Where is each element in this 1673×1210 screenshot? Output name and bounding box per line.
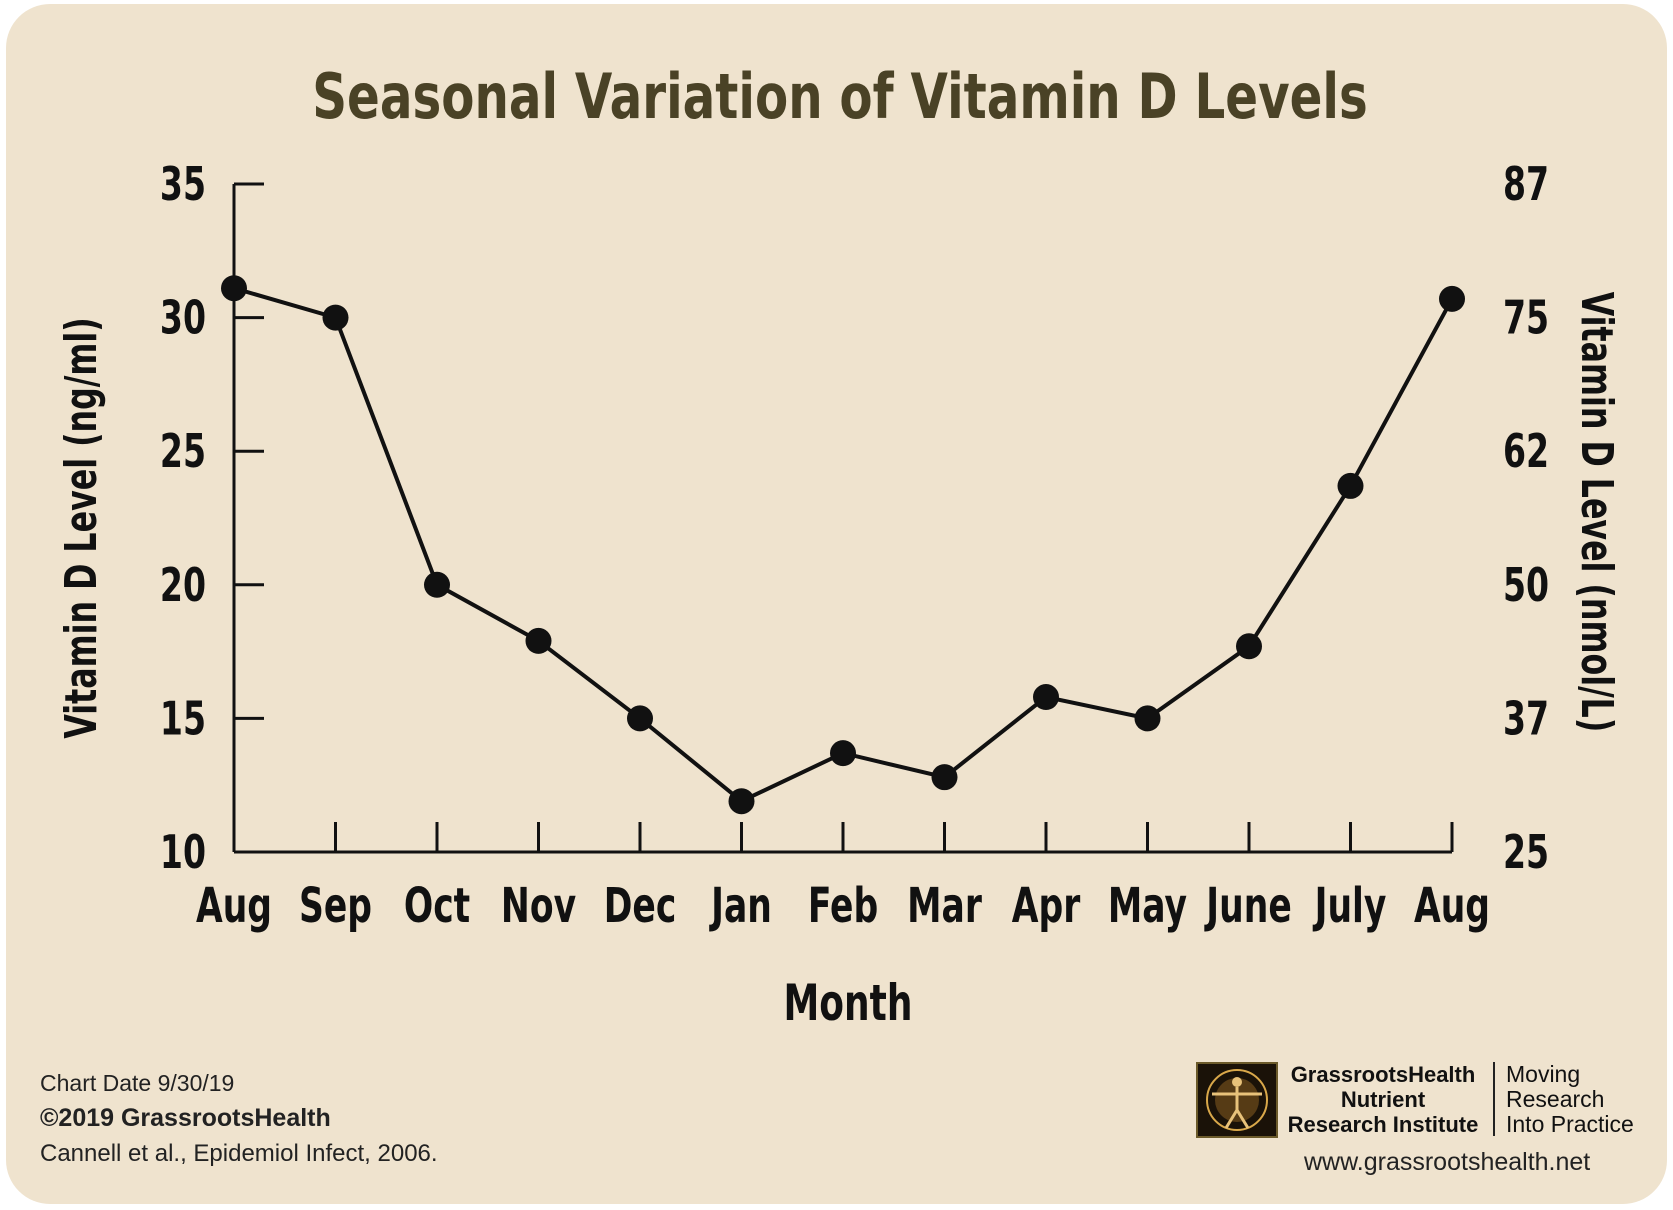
org-line-1: GrassrootsHealth	[1290, 1062, 1476, 1087]
y2-tick-label: 62	[1503, 426, 1549, 479]
data-point	[830, 740, 856, 767]
x-axis-label: Month	[784, 975, 913, 1032]
y-tick-label: 15	[160, 693, 206, 746]
y2-tick-labels: 25 37 50 62 75 87	[1503, 159, 1549, 880]
y2-tick-label: 50	[1503, 559, 1549, 612]
y-tick-label: 10	[160, 827, 206, 880]
vitruvian-man-icon	[1196, 1062, 1278, 1138]
x-tick-label: May	[1108, 877, 1187, 933]
logo-divider	[1493, 1062, 1495, 1136]
x-tick-label: Dec	[604, 877, 677, 933]
y-tick-label: 35	[160, 159, 206, 212]
x-tick-label: Jan	[709, 877, 772, 933]
y-axis-label: Vitamin D Level (ng/ml)	[56, 317, 108, 738]
x-tick-label: June	[1204, 877, 1292, 933]
data-point	[322, 304, 349, 331]
x-tick-label: July	[1312, 877, 1386, 933]
data-point	[221, 275, 247, 302]
y-tick-labels: 10 15 20 25 30 35	[160, 159, 206, 880]
series-line	[233, 286, 1454, 804]
x-tick-label: Apr	[1012, 877, 1081, 933]
x-tick-label: Aug	[1414, 877, 1490, 933]
data-point	[424, 571, 450, 598]
copyright: ©2019 GrassrootsHealth	[40, 1104, 331, 1132]
y-tick-label: 30	[160, 292, 206, 345]
data-point	[1337, 472, 1364, 499]
tagline: Moving Research Into Practice	[1506, 1062, 1634, 1137]
org-line-2: Nutrient	[1340, 1087, 1426, 1112]
y-tick-label: 20	[160, 559, 206, 612]
y2-tick-label: 87	[1503, 159, 1549, 212]
x-tick-label: Aug	[196, 877, 272, 933]
tagline-line-3: Into Practice	[1506, 1111, 1634, 1137]
y2-axis-label: Vitamin D Level (nmol/L)	[1571, 292, 1623, 733]
data-point	[1033, 684, 1059, 711]
website-link[interactable]: www.grassrootshealth.net	[1304, 1148, 1591, 1176]
y2-tick-label: 75	[1503, 292, 1549, 345]
tagline-line-1: Moving	[1506, 1061, 1581, 1087]
organization-name: GrassrootsHealth Nutrient Research Insti…	[1280, 1062, 1486, 1137]
data-point	[728, 788, 755, 815]
x-tick-labels: Aug Sep Oct Nov Dec Jan Feb Mar Apr May June July Au…	[196, 877, 1490, 933]
citation: Cannell et al., Epidemiol Infect, 2006.	[40, 1140, 438, 1167]
x-tick-label: Sep	[299, 877, 372, 933]
chart-title: Seasonal Variation of Vitamin D Levels	[312, 61, 1368, 133]
y2-tick-label: 25	[1503, 827, 1549, 880]
data-point	[525, 627, 552, 654]
tagline-line-2: Research	[1506, 1086, 1605, 1112]
x-tick-label: Oct	[404, 877, 470, 933]
data-point	[1236, 633, 1262, 660]
data-point	[931, 764, 958, 791]
y2-tick-label: 37	[1503, 693, 1549, 746]
tick-marks	[232, 182, 1454, 854]
y-tick-label: 25	[160, 426, 206, 479]
chart-card	[6, 4, 1667, 1204]
x-tick-label: Mar	[907, 877, 982, 933]
data-point	[627, 705, 653, 732]
x-tick-label: Feb	[808, 877, 878, 933]
data-points	[221, 275, 1465, 815]
x-tick-label: Nov	[501, 877, 576, 933]
data-point	[1134, 705, 1161, 732]
chart-date: Chart Date 9/30/19	[40, 1070, 235, 1096]
data-point	[1439, 285, 1465, 312]
org-line-3: Research Institute	[1287, 1112, 1479, 1137]
